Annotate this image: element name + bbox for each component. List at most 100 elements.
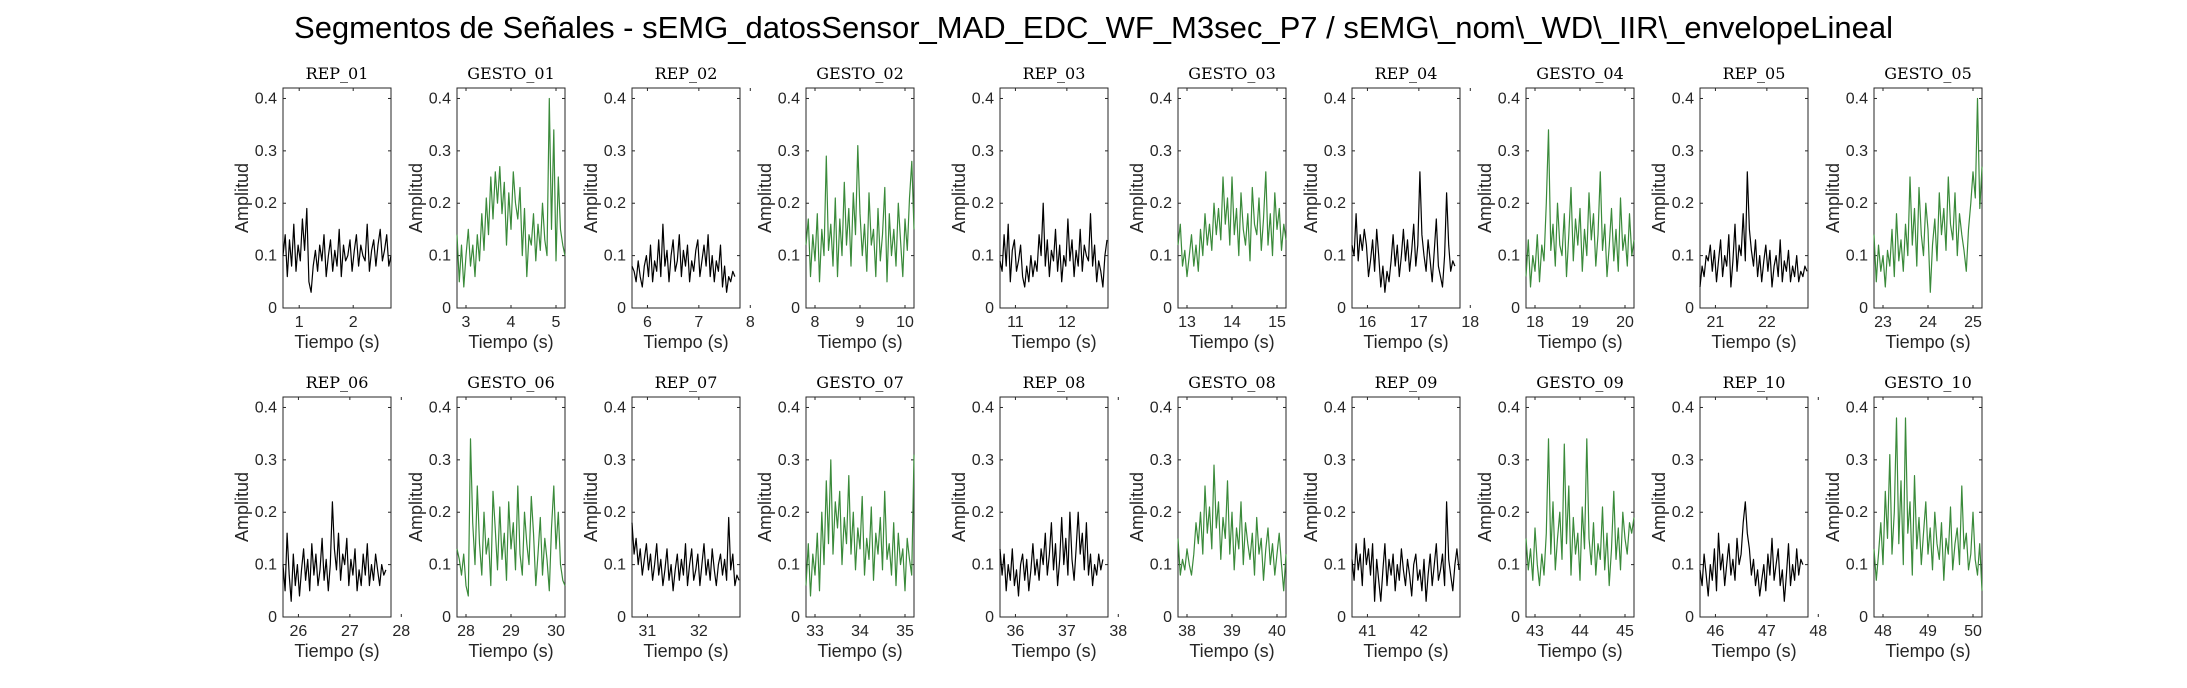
y-tick-label: 0.3 [972,452,994,469]
x-axis-label: Tiempo (s) [817,332,902,352]
x-tick-label: 16 [1359,314,1377,331]
x-axis-label: Tiempo (s) [294,641,379,661]
x-tick-label: 42 [1410,623,1428,640]
subplot-title: REP_01 [306,64,369,83]
x-tick-label: 5 [552,314,561,331]
subplot-title: REP_05 [1723,64,1786,83]
x-tick-label: 28 [457,623,475,640]
x-tick-label: 1 [295,314,304,331]
x-axis-label: Tiempo (s) [1363,332,1448,352]
y-tick-label: 0.2 [778,195,800,212]
y-tick-label: 0.3 [778,452,800,469]
y-tick-label: 0.1 [429,248,451,265]
y-axis-label: Amplitud [949,163,969,233]
x-axis-label: Tiempo (s) [643,332,728,352]
x-tick-label: 47 [1758,623,1776,640]
y-tick-label: 0.1 [1324,248,1346,265]
y-tick-label: 0.2 [429,504,451,521]
subplot-title: REP_06 [306,373,369,392]
series-line [1873,417,1983,591]
subplot-rep-06: 0 0.1 0.2 0.3 0.4 26 27 28 REP_06 Tiempo (s) Ampli… [232,373,410,661]
y-tick-label: 0.4 [1846,399,1868,416]
subplot-rep-07: 0 0.1 0.2 0.3 0.4 31 32 REP_07 Tiempo (s) Amplitu… [581,373,741,661]
y-tick-label: 0.4 [972,399,994,416]
y-axis-label: Amplitud [1127,472,1147,542]
subplot-title: GESTO_05 [1884,64,1972,83]
x-tick-label: 38 [1178,623,1196,640]
y-tick-label: 0.4 [1150,90,1172,107]
x-axis-label: Tiempo (s) [1363,641,1448,661]
x-tick-label: 6 [643,314,652,331]
figure-title: Segmentos de Señales - sEMG_datosSensor_… [294,10,1893,45]
y-tick-label: 0.1 [429,557,451,574]
x-axis-label: Tiempo (s) [1189,332,1274,352]
subplot-rep-10: 0 0.1 0.2 0.3 0.4 46 47 48 REP_10 Tiempo (s) Ampli… [1649,373,1827,661]
subplot-title: GESTO_02 [816,64,904,83]
subplot-gesto-10: 0 0.1 0.2 0.3 0.4 48 49 50 GESTO_10 Tiempo (s) Amp… [1823,373,1983,661]
subplot-title: REP_09 [1375,373,1438,392]
series-line [1699,171,1808,288]
x-tick-label: 33 [806,623,824,640]
y-tick-label: 0.4 [1324,399,1346,416]
plot-frame [1525,396,1635,618]
x-tick-label: 22 [1758,314,1776,331]
x-tick-label: 34 [851,623,869,640]
y-tick-label: 0.2 [429,195,451,212]
series-line [999,202,1108,288]
y-tick-label: 0.3 [1672,143,1694,160]
x-tick-label: 39 [1223,623,1241,640]
y-tick-label: 0.1 [972,248,994,265]
x-tick-label: 35 [896,623,914,640]
y-axis-label: Amplitud [1301,163,1321,233]
y-tick-label: 0.4 [1498,399,1520,416]
y-tick-label: 0 [791,609,800,626]
y-tick-label: 0 [1163,609,1172,626]
subplot-title: REP_07 [655,373,718,392]
y-axis-label: Amplitud [1127,163,1147,233]
y-tick-label: 0.4 [1498,90,1520,107]
y-tick-label: 0.4 [972,90,994,107]
subplot-rep-01: 0 0.1 0.2 0.3 0.4 1 2 REP_01 Tiempo (s) Amplitud [232,64,392,352]
x-axis-label: Tiempo (s) [1885,641,1970,661]
plot-frame [282,87,392,309]
y-tick-label: 0.4 [1846,90,1868,107]
subplot-title: REP_02 [655,64,718,83]
x-tick-label: 17 [1410,314,1428,331]
y-tick-label: 0.4 [255,399,277,416]
x-tick-label: 15 [1268,314,1286,331]
plot-frame [999,87,1109,309]
y-tick-label: 0.3 [429,143,451,160]
subplot-rep-03: 0 0.1 0.2 0.3 0.4 11 12 REP_03 Tiempo (s) Amplitu… [949,64,1109,352]
x-axis-label: Tiempo (s) [1537,641,1622,661]
y-tick-label: 0 [791,300,800,317]
y-tick-label: 0 [617,609,626,626]
y-tick-label: 0.2 [1846,504,1868,521]
y-tick-label: 0.1 [778,248,800,265]
y-tick-label: 0.4 [778,399,800,416]
y-tick-label: 0.3 [604,452,626,469]
x-tick-label: 43 [1526,623,1544,640]
subplot-title: REP_03 [1023,64,1086,83]
y-tick-label: 0.4 [604,90,626,107]
subplot-title: GESTO_04 [1536,64,1624,83]
y-tick-label: 0.3 [778,143,800,160]
x-tick-label: 21 [1707,314,1725,331]
y-axis-label: Amplitud [755,163,775,233]
x-tick-label: 38 [1109,623,1127,640]
x-tick-label: 23 [1874,314,1892,331]
y-axis-label: Amplitud [1475,163,1495,233]
series-line [1351,171,1456,293]
subplot-rep-02: 0 0.1 0.2 0.3 0.4 6 7 8 REP_02 Tiempo (s) Amplitud [581,64,755,352]
x-axis-label: Tiempo (s) [1711,641,1796,661]
x-tick-label: 20 [1616,314,1634,331]
x-tick-label: 18 [1461,314,1479,331]
y-tick-label: 0 [1337,609,1346,626]
y-axis-label: Amplitud [406,472,426,542]
subplot-gesto-04: 0 0.1 0.2 0.3 0.4 18 19 20 GESTO_04 Tiempo (s) Amp… [1475,64,1635,352]
x-axis-label: Tiempo (s) [468,332,553,352]
x-tick-label: 27 [341,623,359,640]
y-tick-label: 0.3 [1498,143,1520,160]
y-tick-label: 0 [617,300,626,317]
series-line [1525,438,1635,587]
